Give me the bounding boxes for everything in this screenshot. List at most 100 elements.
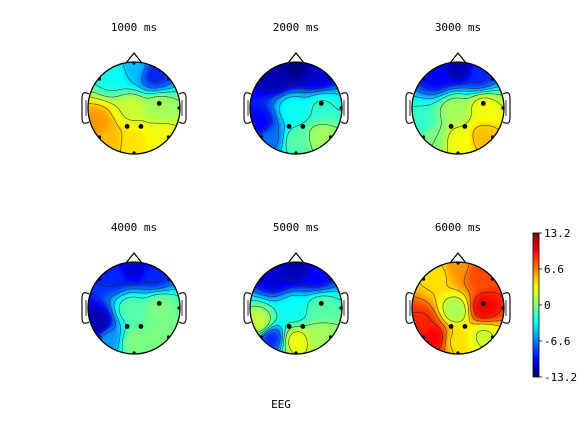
contour-line bbox=[250, 291, 342, 354]
colorbar-gradient bbox=[532, 232, 540, 378]
nose-outline bbox=[287, 52, 305, 64]
electrode-marker bbox=[294, 351, 298, 355]
scalp-potential-field bbox=[250, 62, 342, 154]
electrode-marker bbox=[138, 324, 144, 329]
electrode-marker bbox=[490, 335, 495, 339]
topomap-1: 1000 ms bbox=[81, 21, 187, 155]
electrode-marker bbox=[138, 124, 144, 129]
electrode-marker bbox=[259, 135, 264, 139]
right-ear-outline bbox=[502, 292, 511, 324]
nose-outline bbox=[449, 52, 467, 64]
colorbar-tick-label: 6.6 bbox=[544, 263, 564, 276]
left-ear-outline bbox=[405, 292, 414, 324]
electrode-marker bbox=[286, 324, 292, 329]
contour-line bbox=[250, 305, 342, 354]
electrode-marker bbox=[259, 335, 264, 339]
electrode-marker bbox=[456, 151, 460, 155]
electrode-marker bbox=[421, 277, 426, 281]
electrode-marker bbox=[294, 61, 298, 65]
contour-lines bbox=[250, 262, 342, 354]
electrode-marker bbox=[177, 106, 181, 110]
electrode-marker bbox=[456, 261, 460, 265]
topomap-title: 4000 ms bbox=[111, 221, 157, 234]
right-ear-outline bbox=[340, 92, 349, 124]
contour-line bbox=[88, 103, 123, 154]
electrode-marker bbox=[156, 101, 162, 106]
contour-line bbox=[442, 296, 494, 348]
contour-line bbox=[412, 291, 504, 354]
electrode-marker bbox=[300, 324, 306, 329]
topomap-6: 6000 ms bbox=[405, 221, 511, 355]
electrode-marker bbox=[166, 135, 171, 139]
nose-outline bbox=[125, 52, 143, 64]
electrode-marker bbox=[166, 77, 171, 81]
electrode-marker bbox=[448, 124, 454, 129]
electrode-marker bbox=[328, 77, 333, 81]
electrode-marker bbox=[132, 351, 136, 355]
left-ear-outline bbox=[243, 92, 252, 124]
electrode-marker bbox=[318, 301, 324, 306]
topomap-title: 3000 ms bbox=[435, 21, 481, 34]
electrode-marker bbox=[97, 77, 102, 81]
scalp-potential-field bbox=[412, 262, 504, 354]
electrode-marker bbox=[490, 77, 495, 81]
topomap-3: 3000 ms bbox=[405, 21, 511, 155]
electrode-marker bbox=[328, 135, 333, 139]
electrode-marker bbox=[124, 124, 130, 129]
contour-line bbox=[278, 93, 342, 154]
electrode-marker bbox=[97, 335, 102, 339]
electrode-marker bbox=[177, 306, 181, 310]
electrode-marker bbox=[339, 306, 343, 310]
electrode-marker bbox=[456, 61, 460, 65]
electrode-marker bbox=[328, 277, 333, 281]
right-ear-outline bbox=[178, 92, 187, 124]
electrode-marker bbox=[456, 351, 460, 355]
left-ear-outline bbox=[81, 92, 90, 124]
electrode-marker bbox=[97, 135, 102, 139]
electrode-marker bbox=[490, 277, 495, 281]
electrode-marker bbox=[97, 277, 102, 281]
contour-lines bbox=[412, 62, 504, 154]
topomap-2: 2000 ms bbox=[243, 21, 349, 155]
contour-lines bbox=[250, 62, 342, 154]
colorbar-tick-label: 0 bbox=[544, 299, 551, 312]
left-ear-outline bbox=[243, 292, 252, 324]
electrode-marker bbox=[259, 77, 264, 81]
electrode-marker bbox=[501, 106, 505, 110]
electrode-marker bbox=[132, 151, 136, 155]
electrode-marker bbox=[166, 277, 171, 281]
colorbar: 13.2 6.6 0 -6.6 -13.2 bbox=[532, 227, 577, 384]
electrode-marker bbox=[300, 124, 306, 129]
nose-outline bbox=[449, 252, 467, 264]
contour-line bbox=[288, 331, 308, 354]
electrode-marker bbox=[166, 335, 171, 339]
electrode-marker bbox=[286, 124, 292, 129]
figure-caption: EEG bbox=[271, 398, 291, 411]
left-ear-outline bbox=[405, 92, 414, 124]
electrode-marker bbox=[132, 261, 136, 265]
electrode-marker bbox=[328, 335, 333, 339]
topomap-title: 6000 ms bbox=[435, 221, 481, 234]
topomap-title: 2000 ms bbox=[273, 21, 319, 34]
electrode-marker bbox=[339, 106, 343, 110]
electrode-marker bbox=[132, 61, 136, 65]
topomap-title: 5000 ms bbox=[273, 221, 319, 234]
right-ear-outline bbox=[340, 292, 349, 324]
left-ear-outline bbox=[81, 292, 90, 324]
scalp-potential-field bbox=[250, 262, 342, 354]
contour-line bbox=[250, 295, 342, 354]
electrode-marker bbox=[462, 124, 468, 129]
topomap-4: 4000 ms bbox=[81, 221, 187, 355]
electrode-marker bbox=[421, 77, 426, 81]
electrode-marker bbox=[421, 135, 426, 139]
right-ear-outline bbox=[178, 292, 187, 324]
colorbar-tick-label: -13.2 bbox=[544, 371, 577, 384]
electrode-marker bbox=[259, 277, 264, 281]
scalp-potential-field bbox=[412, 62, 504, 154]
electrode-marker bbox=[294, 261, 298, 265]
electrode-marker bbox=[490, 135, 495, 139]
scalp-potential-field bbox=[88, 62, 180, 154]
electrode-marker bbox=[462, 324, 468, 329]
colorbar-tick-label: 13.2 bbox=[544, 227, 571, 240]
